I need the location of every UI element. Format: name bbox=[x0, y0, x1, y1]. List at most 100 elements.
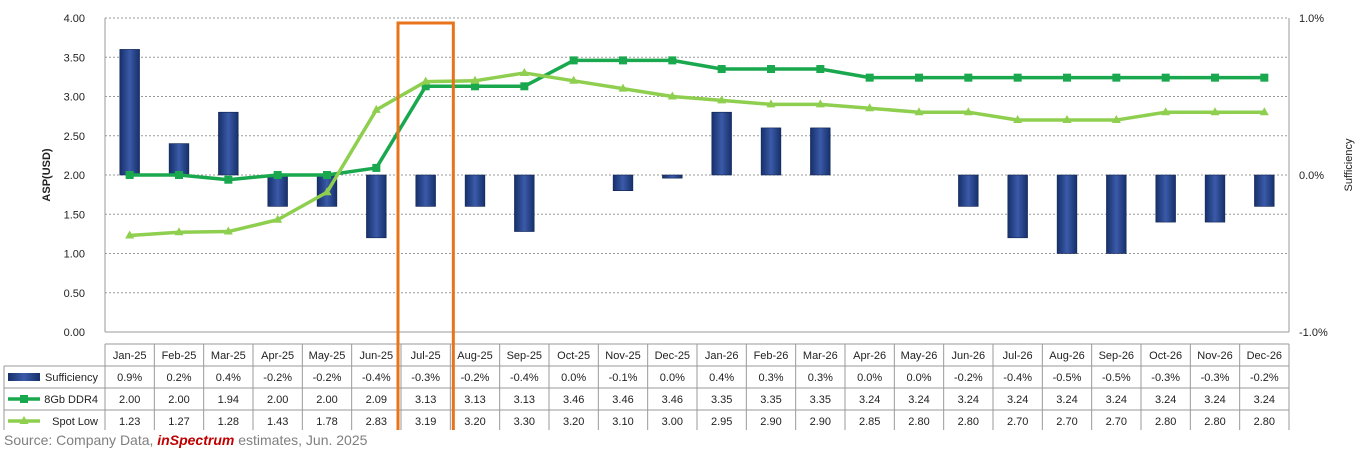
ddr4-marker bbox=[1112, 73, 1121, 82]
sufficiency-bar bbox=[760, 127, 782, 176]
sufficiency-bar bbox=[366, 174, 387, 239]
data-label: 0.0% bbox=[857, 372, 882, 384]
legend-label: Spot Low bbox=[52, 416, 98, 428]
spot-low-marker bbox=[371, 104, 381, 113]
spot-low-marker bbox=[963, 107, 973, 116]
ddr4-marker bbox=[520, 82, 529, 91]
data-label: -0.4% bbox=[1003, 372, 1032, 384]
y-tick-label: 1.00 bbox=[64, 249, 85, 261]
spot-low-marker bbox=[914, 107, 924, 116]
data-label: 3.24 bbox=[958, 394, 979, 406]
x-tick-label: Mar-25 bbox=[211, 350, 246, 362]
price-lines bbox=[125, 56, 1269, 239]
data-label: -0.5% bbox=[1102, 372, 1131, 384]
ddr4-marker bbox=[323, 171, 331, 179]
x-tick-label: Apr-25 bbox=[261, 350, 294, 362]
data-label: 3.19 bbox=[415, 416, 436, 428]
spot-low-marker bbox=[1013, 115, 1023, 124]
data-label: 3.24 bbox=[1056, 394, 1077, 406]
source-note: Source: Company Data, inSpectrum estimat… bbox=[4, 432, 367, 448]
highlight-jul25-box bbox=[396, 21, 455, 430]
data-label: -0.2% bbox=[313, 372, 342, 384]
spot-low-marker bbox=[1062, 115, 1072, 124]
sufficiency-bar bbox=[1254, 174, 1275, 207]
sufficiency-bar bbox=[810, 127, 831, 176]
sufficiency-bar bbox=[711, 111, 732, 176]
spot-low-marker bbox=[815, 99, 825, 108]
y-tick-label: 3.00 bbox=[64, 92, 85, 104]
ddr4-marker bbox=[619, 56, 627, 65]
ddr4-marker bbox=[372, 163, 381, 172]
data-label: 3.13 bbox=[464, 394, 485, 406]
ddr4-marker bbox=[224, 175, 233, 184]
data-label: 3.24 bbox=[1204, 394, 1225, 406]
x-tick-label: Jun-26 bbox=[952, 350, 986, 362]
data-label: 3.35 bbox=[711, 394, 732, 406]
spot-low-marker bbox=[1259, 107, 1269, 116]
data-label: 3.20 bbox=[563, 416, 584, 428]
spot-low-marker bbox=[865, 103, 875, 112]
data-label: 2.80 bbox=[1155, 416, 1176, 428]
ddr4-marker bbox=[767, 65, 775, 74]
spot-low-marker bbox=[1111, 115, 1121, 124]
data-label: 2.85 bbox=[859, 416, 880, 428]
data-label: 3.35 bbox=[810, 394, 831, 406]
y2-tick-label: -1.0% bbox=[1299, 327, 1328, 339]
y-tick-label: 2.00 bbox=[64, 170, 85, 182]
ddr4-marker bbox=[717, 65, 726, 74]
data-label: 2.09 bbox=[366, 394, 387, 406]
spot-low-marker bbox=[1210, 107, 1220, 116]
x-tick-label: Aug-26 bbox=[1049, 350, 1084, 362]
data-label: 2.80 bbox=[1204, 416, 1225, 428]
spot-low-marker bbox=[421, 76, 431, 85]
sufficiency-bar bbox=[1106, 174, 1127, 254]
source-brand-rest: Spectrum bbox=[169, 432, 235, 448]
y-axis-title: ASP(USD) bbox=[41, 148, 53, 202]
spot-low-marker bbox=[717, 95, 727, 104]
data-label: 2.00 bbox=[267, 394, 288, 406]
data-label: 2.00 bbox=[168, 394, 189, 406]
data-label: 0.0% bbox=[906, 372, 931, 384]
data-label: -0.3% bbox=[1201, 372, 1230, 384]
data-label: -0.5% bbox=[1053, 372, 1082, 384]
spot-low-marker bbox=[322, 187, 332, 196]
sufficiency-bar bbox=[119, 49, 140, 176]
data-label: -0.4% bbox=[510, 372, 539, 384]
sufficiency-bar bbox=[1155, 174, 1176, 223]
data-label: 3.46 bbox=[662, 394, 683, 406]
legend-label: Sufficiency bbox=[45, 372, 98, 384]
data-label: 1.43 bbox=[267, 416, 288, 428]
x-tick-label: May-26 bbox=[901, 350, 938, 362]
legend-key-sufficiency bbox=[8, 373, 40, 381]
sufficiency-bar bbox=[1204, 174, 1226, 223]
spot-low-marker bbox=[223, 226, 233, 235]
data-label: 2.90 bbox=[760, 416, 781, 428]
data-label: 3.24 bbox=[1155, 394, 1176, 406]
sufficiency-bar bbox=[218, 111, 239, 176]
spot-low-marker bbox=[519, 67, 529, 76]
spot-low-marker bbox=[569, 75, 579, 84]
sufficiency-bar bbox=[168, 143, 190, 176]
x-tick-label: Aug-25 bbox=[457, 350, 492, 362]
source-brand-in: in bbox=[157, 432, 170, 448]
x-tick-label: Jan-26 bbox=[705, 350, 739, 362]
data-label: 2.90 bbox=[810, 416, 831, 428]
sufficiency-bar bbox=[514, 174, 535, 232]
x-tick-label: Apr-26 bbox=[853, 350, 886, 362]
ddr4-marker bbox=[816, 65, 825, 74]
sufficiency-bar bbox=[464, 174, 486, 207]
spot-low-line bbox=[129, 71, 1265, 238]
legend-key-spot-low-marker bbox=[19, 416, 29, 424]
y2-tick-label: 1.0% bbox=[1299, 13, 1324, 25]
y2-tick-label: 0.0% bbox=[1299, 170, 1324, 182]
data-label: 2.70 bbox=[1106, 416, 1127, 428]
data-label: 2.70 bbox=[1007, 416, 1028, 428]
data-label: 3.35 bbox=[760, 394, 781, 406]
ddr4-marker bbox=[1161, 73, 1170, 82]
sufficiency-bars bbox=[119, 49, 1275, 254]
ddr4-marker bbox=[175, 171, 183, 179]
data-label: 0.4% bbox=[709, 372, 734, 384]
sufficiency-bar bbox=[267, 174, 288, 207]
ddr4-marker bbox=[471, 82, 479, 91]
data-label: 3.24 bbox=[1007, 394, 1028, 406]
